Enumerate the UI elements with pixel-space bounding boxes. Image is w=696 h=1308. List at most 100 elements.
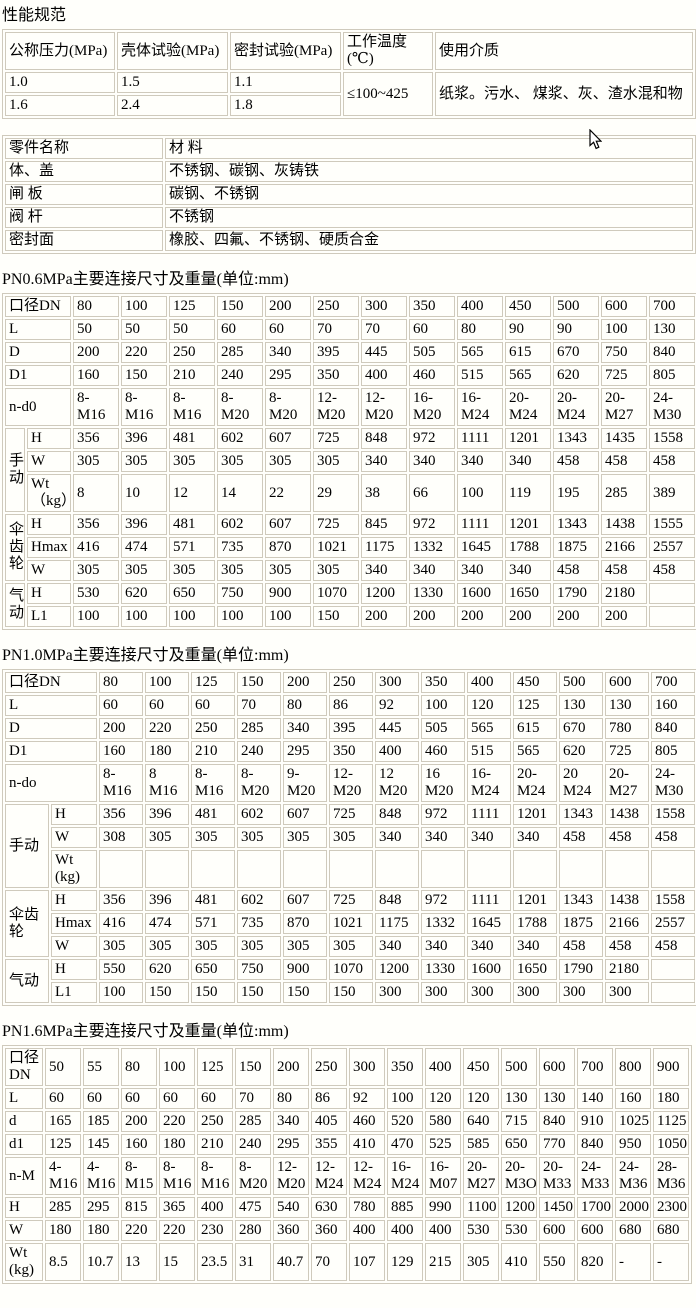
table-row: D 200 220 250 285 340 395 445 505 565 615 670 750 840 — [5, 342, 696, 363]
data-cell: 1558 — [651, 890, 696, 911]
data-cell: 460 — [421, 741, 466, 762]
data-cell — [237, 850, 282, 888]
data-cell: 715 — [501, 1111, 537, 1132]
data-cell: 70 — [313, 319, 360, 340]
column-header-cell: 300 — [349, 1048, 385, 1086]
data-cell: 210 — [191, 741, 236, 762]
data-cell: 1201 — [513, 804, 558, 825]
data-cell: 2166 — [605, 913, 650, 934]
data-cell: 119 — [505, 474, 552, 512]
column-header-cell: 工作温度(℃) — [343, 32, 433, 70]
table-row: 闸 板碳钢、不锈钢 — [5, 184, 693, 205]
data-cell: 1100 — [463, 1197, 499, 1218]
data-cell: 碳钢、不锈钢 — [165, 184, 693, 205]
data-cell: 340 — [467, 827, 512, 848]
data-cell: 1435 — [601, 428, 648, 449]
data-cell: 150 — [145, 982, 190, 1003]
data-cell: 1700 — [577, 1197, 613, 1218]
data-cell: 972 — [421, 804, 466, 825]
data-cell: 305 — [73, 560, 120, 581]
data-cell: 571 — [169, 537, 216, 558]
data-cell: 不锈钢 — [165, 207, 693, 228]
data-cell: 22 — [265, 474, 312, 512]
column-header-cell: 使用介质 — [435, 32, 693, 70]
data-cell: 橡胶、四氟、不锈钢、硬质合金 — [165, 230, 693, 251]
data-cell: 445 — [375, 718, 420, 739]
data-cell: 20 M24 — [559, 764, 604, 802]
data-cell: - — [653, 1243, 689, 1281]
row-label-cell: H — [5, 1197, 43, 1218]
data-cell: 50 — [121, 319, 168, 340]
data-cell: 90 — [553, 319, 600, 340]
data-cell: 300 — [375, 982, 420, 1003]
data-cell: 70 — [237, 695, 282, 716]
data-cell: 1875 — [553, 537, 600, 558]
data-cell: 90 — [505, 319, 552, 340]
data-cell — [651, 982, 696, 1003]
data-cell: 1645 — [467, 913, 512, 934]
data-cell: 60 — [145, 695, 190, 716]
table-row: 口径DN 80 100 125 150 200 250 300 350 400 450 500 600 7… — [5, 296, 696, 317]
data-cell: 250 — [169, 342, 216, 363]
data-cell: 848 — [361, 428, 408, 449]
data-cell: 1600 — [457, 583, 504, 604]
row-label-cell: n-d0 — [5, 388, 72, 426]
data-cell: 602 — [217, 514, 264, 535]
table-row: 密封面 橡胶、四氟、不锈钢、硬质合金 — [5, 230, 693, 251]
row-label-cell: 阀 杆 — [5, 207, 163, 228]
data-cell: 400 — [197, 1197, 233, 1218]
row-label-cell: D1 — [5, 741, 98, 762]
data-cell: 125 — [513, 695, 558, 716]
data-cell: 340 — [513, 936, 558, 957]
column-header-cell: 口径DN — [5, 296, 72, 317]
data-cell: 210 — [197, 1134, 233, 1155]
data-cell: - — [615, 1243, 651, 1281]
table-row: 手动 H 356 396 481 602 607 725 848 972 1111 1201 1343 1… — [5, 804, 696, 888]
data-cell: 305 — [237, 936, 282, 957]
data-cell: 1200 — [375, 959, 420, 980]
data-cell: 870 — [283, 913, 328, 934]
table-row: 1.0 1.5 1.1 ≤100~425 纸浆。污水、 煤浆、灰、渣水混和物 — [5, 72, 693, 116]
data-cell: 356 — [73, 428, 120, 449]
data-cell: 885 — [387, 1197, 423, 1218]
data-cell: 200 — [601, 606, 648, 627]
column-header-cell: 400 — [467, 672, 512, 693]
data-cell: 607 — [283, 804, 328, 825]
data-cell: 150 — [237, 982, 282, 1003]
data-cell: 340 — [421, 936, 466, 957]
data-cell: 481 — [169, 514, 216, 535]
table-row: W 180 180 220 220 230 280 360 360 400 400 400 530 530… — [5, 1220, 689, 1241]
data-cell: 8- M16 — [99, 764, 144, 802]
column-header-cell: 200 — [273, 1048, 309, 1086]
data-cell: 200 — [553, 606, 600, 627]
data-cell: 12- M24 — [311, 1157, 347, 1195]
data-cell: 305 — [329, 936, 374, 957]
data-cell: 200 — [121, 1111, 157, 1132]
data-cell: 458 — [649, 451, 696, 472]
data-cell: 405 — [311, 1111, 347, 1132]
data-cell: 340 — [283, 718, 328, 739]
data-cell: 9- M20 — [283, 764, 328, 802]
data-cell: 8 M16 — [145, 764, 190, 802]
data-cell: 1343 — [553, 428, 600, 449]
data-cell: 1111 — [467, 890, 512, 911]
data-cell: 565 — [467, 718, 512, 739]
data-cell: 305 — [313, 560, 360, 581]
data-cell: 200 — [73, 342, 120, 363]
data-cell: 86 — [329, 695, 374, 716]
column-header-cell: 400 — [457, 296, 504, 317]
column-header-cell: 50 — [45, 1048, 81, 1086]
data-cell: 607 — [265, 514, 312, 535]
data-cell: 1200 — [501, 1197, 537, 1218]
row-label-cell: H — [27, 428, 72, 449]
data-cell: 1125 — [653, 1111, 689, 1132]
data-cell — [559, 850, 604, 888]
data-cell: 1555 — [649, 514, 696, 535]
column-header-cell: 500 — [559, 672, 604, 693]
performance-spec-table: 公称压力(MPa) 壳体试验(MPa) 密封试验(MPa) 工作温度(℃) 使用介质 1.… — [2, 29, 696, 119]
data-cell: 16- M07 — [425, 1157, 461, 1195]
data-cell: 990 — [425, 1197, 461, 1218]
row-label-cell: L — [5, 319, 72, 340]
data-cell: 356 — [99, 890, 144, 911]
